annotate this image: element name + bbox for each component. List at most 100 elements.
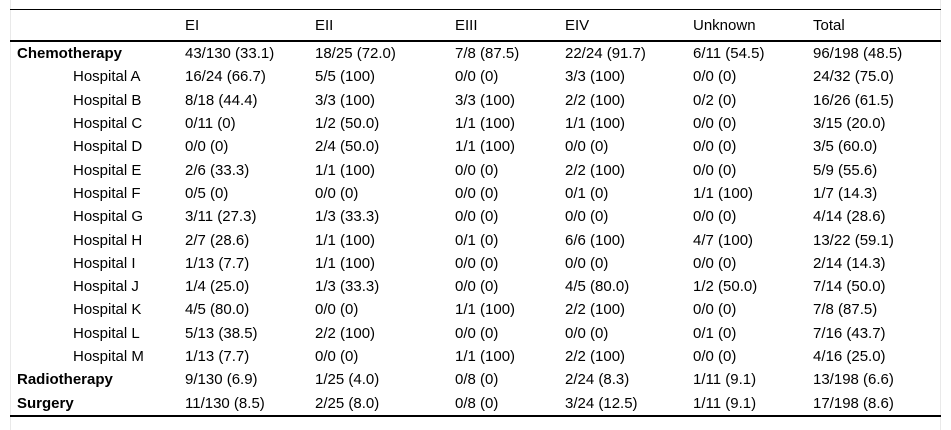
row-label: Hospital K	[73, 301, 142, 319]
cell-value: 1/25 (4.0)	[315, 371, 380, 389]
cell-value: 4/16 (25.0)	[813, 348, 886, 365]
cell-value: 3/5 (60.0)	[813, 138, 878, 156]
cell-value: 0/0 (0)	[315, 184, 359, 202]
column-header-total: Total	[813, 9, 941, 42]
cell-value: 2/14 (14.3)	[813, 254, 886, 272]
column-header-eiii: EIII	[455, 9, 565, 42]
cell-value: 1/13 (7.7)	[185, 254, 250, 272]
treatment-by-stage-table: EI EII EIII EIV Unknown Total Chemotherapy 43/…	[10, 9, 941, 417]
cell-value: 2/24 (8.3)	[565, 371, 630, 389]
table-row: Hospital H 2/7 (28.6) 1/1 (100) 0/1 (0) 6/6 …	[10, 228, 941, 251]
row-label: Hospital F	[73, 184, 141, 202]
row-label: Radiotherapy	[17, 371, 113, 389]
table-row: Chemotherapy 43/130 (33.1) 18/25 (72.0) 7/8…	[10, 41, 941, 65]
cell-value: 0/0 (0)	[185, 138, 229, 156]
cell-value: 1/1 (100)	[565, 115, 626, 133]
cell-value: 1/13 (7.7)	[185, 348, 250, 365]
cell-value: 7/14 (50.0)	[813, 278, 886, 296]
cell-value: 1/3 (33.3)	[315, 208, 380, 226]
cell-value: 0/0 (0)	[693, 161, 737, 179]
cell-value: 3/3 (100)	[455, 91, 516, 109]
cell-value: 1/2 (50.0)	[315, 115, 380, 133]
cell-value: 0/0 (0)	[315, 301, 359, 319]
table-row: Hospital J 1/4 (25.0) 1/3 (33.3) 0/0 (0) 4/5…	[10, 275, 941, 298]
cell-value: 3/15 (20.0)	[813, 115, 886, 133]
cell-value: 43/130 (33.1)	[185, 45, 275, 63]
column-header-unknown: Unknown	[693, 9, 813, 42]
row-label: Hospital D	[73, 138, 143, 156]
header-row: EI EII EIII EIV Unknown Total	[10, 9, 941, 42]
cell-value: 9/130 (6.9)	[185, 371, 258, 389]
table-row: Hospital D 0/0 (0) 2/4 (50.0) 1/1 (100) 0/0 …	[10, 135, 941, 158]
table-row: Hospital G 3/11 (27.3) 1/3 (33.3) 0/0 (0) 0/…	[10, 205, 941, 228]
row-label: Hospital B	[73, 91, 142, 109]
cell-value: 2/2 (100)	[565, 91, 626, 109]
cell-value: 0/0 (0)	[565, 138, 609, 156]
row-label: Hospital J	[73, 278, 139, 296]
table-row: Radiotherapy 9/130 (6.9) 1/25 (4.0) 0/8 (0)…	[10, 368, 941, 391]
cell-value: 13/22 (59.1)	[813, 231, 894, 249]
cell-value: 1/1 (100)	[455, 348, 516, 365]
cell-value: 0/5 (0)	[185, 184, 229, 202]
cell-value: 3/11 (27.3)	[185, 208, 257, 226]
cell-value: 1/1 (100)	[693, 184, 754, 202]
cell-value: 1/2 (50.0)	[693, 278, 758, 296]
cell-value: 1/11 (9.1)	[693, 394, 757, 412]
cell-value: 4/5 (80.0)	[185, 301, 250, 319]
table-row: Hospital C 0/11 (0) 1/2 (50.0) 1/1 (100) 1/1…	[10, 112, 941, 135]
cell-value: 5/13 (38.5)	[185, 324, 258, 342]
cell-value: 7/8 (87.5)	[813, 301, 878, 319]
cell-value: 0/0 (0)	[693, 348, 737, 365]
cell-value: 0/1 (0)	[565, 184, 609, 202]
cell-value: 2/2 (100)	[315, 324, 376, 342]
cell-value: 17/198 (8.6)	[813, 394, 894, 412]
cell-value: 24/32 (75.0)	[813, 68, 894, 86]
cell-value: 2/6 (33.3)	[185, 161, 250, 179]
cell-value: 0/0 (0)	[315, 348, 359, 365]
cell-value: 4/5 (80.0)	[565, 278, 630, 296]
cell-value: 3/3 (100)	[315, 91, 376, 109]
cell-value: 0/0 (0)	[455, 161, 499, 179]
table-row: Hospital A 16/24 (66.7) 5/5 (100) 0/0 (0) 3/…	[10, 65, 941, 88]
cell-value: 0/0 (0)	[693, 254, 737, 272]
cell-value: 0/0 (0)	[455, 254, 499, 272]
cell-value: 0/8 (0)	[455, 371, 499, 389]
table-row: Hospital B 8/18 (44.4) 3/3 (100) 3/3 (100) 2…	[10, 89, 941, 112]
cell-value: 2/2 (100)	[565, 301, 626, 319]
cell-value: 6/11 (54.5)	[693, 45, 765, 63]
cell-value: 3/24 (12.5)	[565, 394, 638, 412]
cell-value: 0/0 (0)	[693, 301, 737, 319]
page-edge-left-line	[10, 0, 11, 430]
cell-value: 2/25 (8.0)	[315, 394, 380, 412]
cell-value: 0/1 (0)	[455, 231, 499, 249]
cell-value: 0/0 (0)	[455, 208, 499, 226]
row-label: Hospital A	[73, 68, 141, 86]
table-row: Surgery 11/130 (8.5) 2/25 (8.0) 0/8 (0) 3/24…	[10, 391, 941, 415]
row-label: Chemotherapy	[17, 45, 123, 63]
cell-value: 96/198 (48.5)	[813, 45, 903, 63]
row-label: Hospital C	[73, 115, 143, 133]
cell-value: 0/8 (0)	[455, 394, 499, 412]
row-label: Hospital M	[73, 348, 144, 365]
cell-value: 8/18 (44.4)	[185, 91, 258, 109]
row-label: Hospital G	[73, 208, 144, 226]
table-row: Hospital L 5/13 (38.5) 2/2 (100) 0/0 (0) 0/0…	[10, 322, 941, 345]
cell-value: 0/0 (0)	[455, 324, 499, 342]
cell-value: 18/25 (72.0)	[315, 45, 396, 63]
table-row: Hospital I 1/13 (7.7) 1/1 (100) 0/0 (0) 0/0 …	[10, 252, 941, 275]
cell-value: 0/1 (0)	[693, 324, 737, 342]
cell-value: 0/11 (0)	[185, 115, 236, 133]
cell-value: 3/3 (100)	[565, 68, 626, 86]
cell-value: 1/1 (100)	[315, 254, 376, 272]
cell-value: 0/0 (0)	[455, 184, 499, 202]
cell-value: 5/9 (55.6)	[813, 161, 878, 179]
cell-value: 1/1 (100)	[315, 231, 376, 249]
table-row: Hospital F 0/5 (0) 0/0 (0) 0/0 (0) 0/1 (0) 1/…	[10, 182, 941, 205]
table-row: Hospital E 2/6 (33.3) 1/1 (100) 0/0 (0) 2/2 …	[10, 158, 941, 181]
table-body: Chemotherapy 43/130 (33.1) 18/25 (72.0) 7/8…	[10, 41, 941, 416]
cell-value: 0/0 (0)	[565, 208, 609, 226]
column-header-eii: EII	[315, 9, 455, 42]
cell-value: 2/7 (28.6)	[185, 231, 250, 249]
table-row: Hospital K 4/5 (80.0) 0/0 (0) 1/1 (100) 2/2 …	[10, 298, 941, 321]
cell-value: 22/24 (91.7)	[565, 45, 646, 63]
